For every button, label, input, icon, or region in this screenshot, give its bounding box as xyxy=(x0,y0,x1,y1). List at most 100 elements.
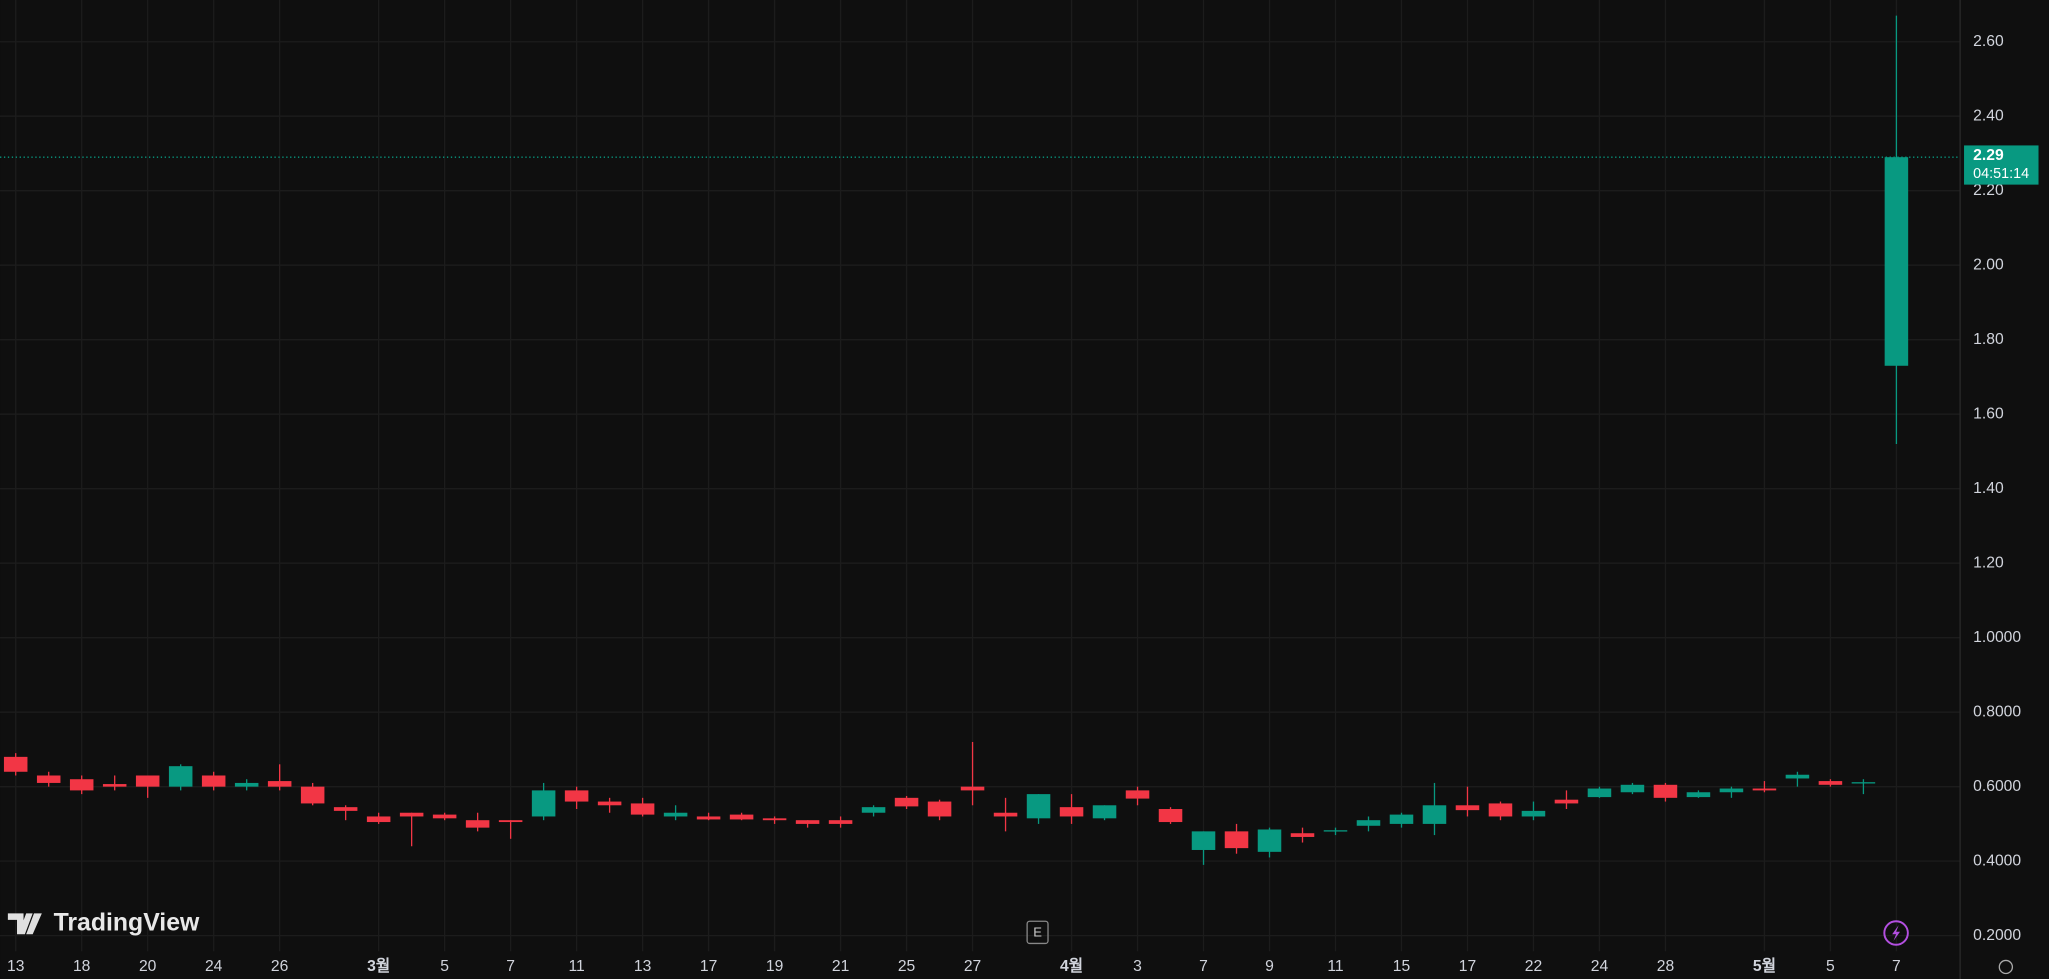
candle-body xyxy=(1752,788,1777,791)
candle-body xyxy=(1257,829,1282,852)
y-tick-label: 0.8000 xyxy=(1973,703,2021,720)
x-tick-label: 17 xyxy=(700,958,717,975)
y-tick-label: 0.6000 xyxy=(1973,778,2021,795)
candle-body xyxy=(1356,820,1381,826)
x-tick-label: 3 xyxy=(1133,958,1142,975)
candle-body xyxy=(399,812,424,817)
y-tick-label: 2.20 xyxy=(1973,182,2004,199)
candle-body xyxy=(1323,830,1348,832)
watermark-text: TradingView xyxy=(54,909,200,936)
x-tick-label: 24 xyxy=(1591,958,1609,975)
alert-circle xyxy=(1883,920,1909,946)
candle-body xyxy=(1224,831,1249,849)
candle-body xyxy=(1554,799,1579,804)
candle-body xyxy=(663,812,688,817)
event-label: E xyxy=(1033,924,1042,939)
candle-body xyxy=(696,816,721,820)
watermark: TradingView xyxy=(7,909,200,936)
candle-body xyxy=(333,807,358,811)
y-tick-label: 0.4000 xyxy=(1973,852,2021,869)
x-tick-label: 22 xyxy=(1525,958,1542,975)
x-tick-label: 15 xyxy=(1393,958,1411,975)
candle-body xyxy=(201,775,226,787)
candle-body xyxy=(267,781,292,787)
y-tick-label: 0.2000 xyxy=(1973,927,2021,944)
x-tick-label: 7 xyxy=(506,958,515,975)
candle-body xyxy=(1191,831,1216,850)
y-tick-label: 1.60 xyxy=(1973,405,2004,422)
candle-body xyxy=(1026,794,1051,819)
x-tick-label: 13 xyxy=(7,958,25,975)
x-tick-label: 3월 xyxy=(367,957,390,975)
y-tick-label: 1.20 xyxy=(1973,554,2004,571)
candle-body xyxy=(1455,805,1480,811)
x-tick-label: 18 xyxy=(73,958,91,975)
candle-body xyxy=(828,820,853,824)
x-tick-label: 4월 xyxy=(1060,957,1083,975)
candle-body xyxy=(300,786,325,804)
candle-body xyxy=(168,766,193,787)
candle-body xyxy=(762,818,787,821)
x-tick-label: 5 xyxy=(1826,958,1835,975)
x-tick-label: 24 xyxy=(205,958,223,975)
candle-body xyxy=(135,775,160,787)
candle-body xyxy=(102,784,127,787)
x-tick-label: 7 xyxy=(1892,958,1901,975)
settings-icon[interactable] xyxy=(1998,959,2014,975)
y-tick-label: 1.80 xyxy=(1973,331,2004,348)
candle-body xyxy=(1653,784,1678,798)
candle-body xyxy=(1521,810,1546,817)
x-tick-label: 7 xyxy=(1199,958,1208,975)
candle-body xyxy=(1389,814,1414,824)
candle-body xyxy=(3,756,28,772)
candle-body xyxy=(1587,788,1612,798)
candle-body xyxy=(993,812,1018,817)
candle-body xyxy=(1719,788,1744,793)
x-tick-label: 19 xyxy=(766,958,783,975)
candle-body xyxy=(729,814,754,820)
candle-body xyxy=(69,779,94,791)
event-box xyxy=(1026,920,1049,945)
countdown: 04:51:14 xyxy=(1973,166,2029,182)
x-tick-label: 9 xyxy=(1265,958,1274,975)
candle-body xyxy=(1422,805,1447,824)
x-tick-label: 11 xyxy=(1327,958,1343,975)
candles xyxy=(3,15,1909,865)
alert-icon[interactable] xyxy=(1883,920,1909,946)
candle-body xyxy=(465,820,490,828)
last-price-label: 2.29 xyxy=(1973,147,2004,164)
event-marker[interactable]: E xyxy=(1026,920,1049,945)
candle-body xyxy=(234,782,259,787)
x-tick-label: 21 xyxy=(832,958,849,975)
candle-body xyxy=(1158,809,1183,823)
x-tick-label: 28 xyxy=(1657,958,1675,975)
candle-body xyxy=(1818,781,1843,785)
y-tick-label: 2.40 xyxy=(1973,107,2004,124)
candle-body xyxy=(894,797,919,807)
candle-body xyxy=(1488,803,1513,817)
last-price-badge xyxy=(1964,145,2039,185)
candle-body xyxy=(1620,784,1645,793)
y-tick-label: 1.0000 xyxy=(1973,629,2021,646)
candle-body xyxy=(1785,774,1810,779)
y-tick-label: 2.60 xyxy=(1973,33,2004,50)
candle-body xyxy=(531,790,556,817)
candle-body xyxy=(1059,807,1084,817)
x-tick-label: 5월 xyxy=(1753,957,1776,975)
x-tick-label: 5 xyxy=(440,958,449,975)
x-tick-label: 13 xyxy=(634,958,652,975)
candle-body xyxy=(564,790,589,802)
x-tick-label: 20 xyxy=(139,958,157,975)
candle-body xyxy=(630,803,655,815)
candle-body xyxy=(1686,792,1711,798)
y-tick-label: 1.40 xyxy=(1973,480,2004,497)
y-tick-label: 2.00 xyxy=(1973,256,2004,273)
candle-body xyxy=(1851,782,1876,784)
candle-body xyxy=(795,820,820,824)
x-tick-label: 11 xyxy=(568,958,584,975)
x-tick-label: 17 xyxy=(1459,958,1476,975)
alert-bolt xyxy=(1892,925,1901,941)
